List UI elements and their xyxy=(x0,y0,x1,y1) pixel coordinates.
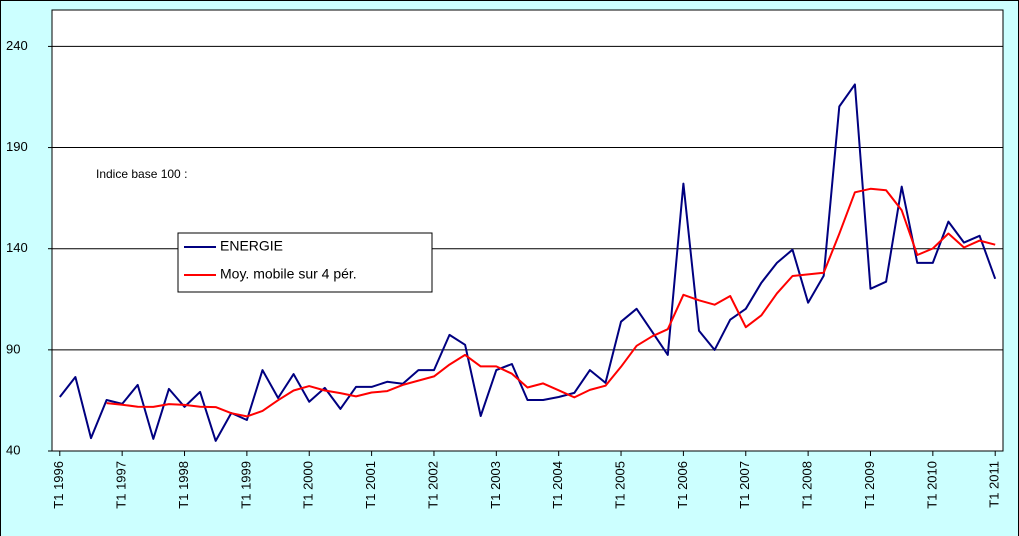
x-tick-label: T1 1999 xyxy=(238,461,253,509)
x-tick-label: T1 2001 xyxy=(363,461,378,509)
legend-label: Moy. mobile sur 4 pér. xyxy=(220,266,357,282)
y-tick-label: 40 xyxy=(6,442,20,457)
x-tick-label: T1 2003 xyxy=(488,461,503,509)
x-tick-label: T1 2008 xyxy=(800,461,815,509)
series-line xyxy=(106,187,996,418)
series-line xyxy=(59,83,997,442)
x-tick-label: T1 2009 xyxy=(862,461,877,509)
x-tick-label: T1 2002 xyxy=(425,461,440,509)
legend-box xyxy=(177,232,433,293)
x-tick-label: T1 1996 xyxy=(51,461,66,509)
x-tick-label: T1 2005 xyxy=(612,461,627,509)
legend-label: ENERGIE xyxy=(220,238,283,254)
y-tick-label: 240 xyxy=(6,38,28,53)
x-tick-label: T1 1997 xyxy=(114,461,129,509)
y-tick-label: 140 xyxy=(6,240,28,255)
x-tick-label: T1 2000 xyxy=(301,461,316,509)
x-tick-label: T1 2011 xyxy=(987,461,1002,508)
x-tick-label: T1 1998 xyxy=(176,461,191,509)
y-tick-label: 90 xyxy=(6,341,20,356)
legend: ENERGIE Moy. mobile sur 4 pér. xyxy=(177,232,433,293)
y-tick-label: 190 xyxy=(6,139,28,154)
plot-area xyxy=(51,9,1004,452)
x-tick-label: T1 2007 xyxy=(737,461,752,509)
x-tick-label: T1 2010 xyxy=(924,461,939,509)
x-tick-label: T1 2004 xyxy=(550,461,565,509)
x-tick-label: T1 2006 xyxy=(675,461,690,509)
annotation: Indice base 100 : xyxy=(96,167,187,181)
